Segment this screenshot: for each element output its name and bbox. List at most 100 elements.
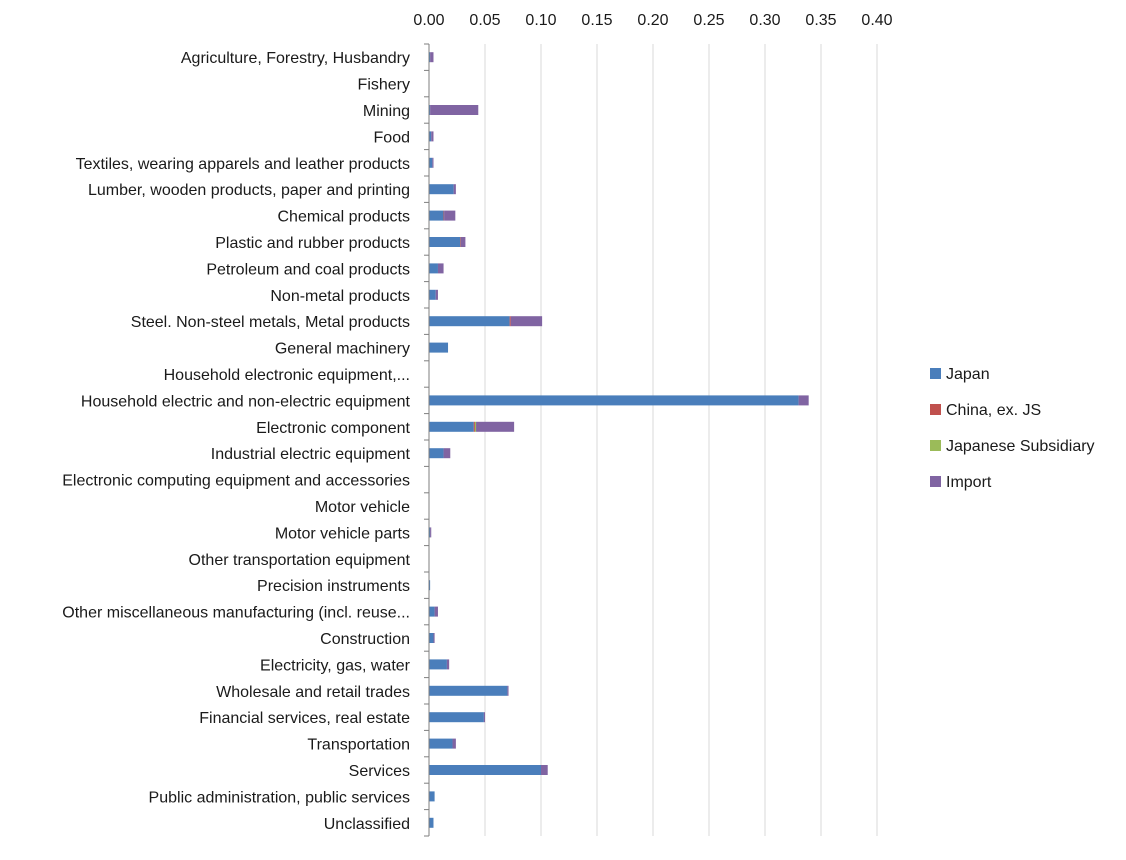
legend-label: China, ex. JS [946,402,1041,419]
bar-segment [430,105,479,115]
bar-segment [798,395,809,406]
category-label: Plastic and rubber products [215,235,410,252]
category-label: Textiles, wearing apparels and leather p… [76,156,410,173]
bar-segment [446,659,450,670]
category-label: Chemical products [278,209,411,226]
category-label: Industrial electric equipment [211,446,411,463]
legend: Japan China, ex. JS Japanese Subsidiary Imp… [930,366,1095,491]
bar-segment [474,421,477,432]
bar-segment [437,263,444,274]
category-label: Electricity, gas, water [260,657,411,674]
bar-segment [429,52,431,63]
bar-segment [429,184,454,195]
category-label: Steel. Non-steel metals, Metal products [131,314,410,331]
bar-segment [429,738,453,749]
legend-label: Import [946,474,992,491]
legend-swatch [930,440,941,451]
bar-segment [473,421,475,432]
category-label: Household electronic equipment,... [164,367,410,384]
category-label: General machinery [275,341,410,358]
bar-segment [452,738,456,749]
legend-label: Japanese Subsidiary [946,438,1095,455]
bar-segment [460,237,466,247]
bar-segment [429,580,431,591]
x-tick-label: 0.05 [469,12,500,29]
x-tick-label: 0.15 [581,12,612,29]
legend-swatch [930,404,941,415]
bar-segment [483,712,485,723]
bar-segment [444,210,456,221]
category-label: Other transportation equipment [189,552,411,569]
category-label: Precision instruments [257,578,410,595]
bar-segment [429,210,444,221]
x-tick-label: 0.00 [413,12,444,29]
category-label: Electronic component [256,420,410,437]
category-label: Other miscellaneous manufacturing (incl.… [62,605,410,622]
category-labels: Agriculture, Forestry, Husbandry Fishery M… [62,50,410,833]
x-tick-label: 0.30 [749,12,780,29]
bar-segment [433,633,435,643]
category-label: Food [374,129,410,146]
bar-segment [430,527,432,538]
bar-segment [429,395,799,406]
bar-segment [509,316,511,327]
bar-segment [429,448,444,459]
category-label: Wholesale and retail trades [216,684,410,701]
category-label: Motor vehicle parts [275,525,410,542]
category-label: Financial services, real estate [199,710,410,727]
bar-segment [429,342,449,353]
category-label: Petroleum and coal products [206,261,410,278]
vertical-gridlines [428,44,878,836]
bar-segment [429,157,433,168]
bar-segment [431,131,434,142]
category-label: Lumber, wooden products, paper and print… [88,182,410,199]
category-label: Mining [363,103,410,120]
bar-segment [429,527,431,538]
bar-segment [429,105,431,115]
x-tick-label: 0.35 [805,12,836,29]
bar-segment [429,131,432,142]
category-label: Services [349,763,410,780]
category-label: Construction [320,631,410,648]
category-label: Agriculture, Forestry, Husbandry [181,50,410,67]
category-label: Unclassified [324,816,410,833]
legend-swatch [930,476,941,487]
legend-swatch [930,368,941,379]
bar-segment [510,316,543,327]
x-tick-label: 0.40 [861,12,892,29]
bar-segment [429,263,438,274]
category-label: Transportation [307,737,410,754]
category-label: Motor vehicle [315,499,410,516]
category-label: Non-metal products [270,288,410,305]
bar-segment [429,606,435,617]
x-tick-label: 0.10 [525,12,556,29]
x-tick-label: 0.25 [693,12,724,29]
x-tick-label: 0.20 [637,12,668,29]
bar-segment [429,237,461,247]
bar-segment [434,606,438,617]
bar-segment [507,685,509,696]
bar-segment [429,685,508,696]
category-label: Household electric and non-electric equi… [81,393,411,410]
bar-segment [429,791,435,802]
bar-segment [460,237,461,247]
bar-segment [453,184,456,195]
bar-stacks [429,52,809,828]
x-axis-tick-labels: 0.00 0.05 0.10 0.15 0.20 0.25 0.30 0.35 0.40 [413,12,892,29]
bar-segment [432,157,434,168]
bar-segment [430,52,434,63]
category-label: Fishery [358,77,410,94]
bar-segment [435,289,438,300]
legend-label: Japan [946,366,990,383]
bar-segment [429,659,447,670]
bar-segment [429,289,436,300]
category-label: Public administration, public services [149,789,410,806]
bar-segment [476,421,515,432]
bar-segment [429,421,474,432]
bar-segment [429,633,434,643]
bar-segment [429,712,484,723]
bar-segment [429,316,510,327]
category-axis [424,43,430,837]
bar-segment [429,765,541,775]
